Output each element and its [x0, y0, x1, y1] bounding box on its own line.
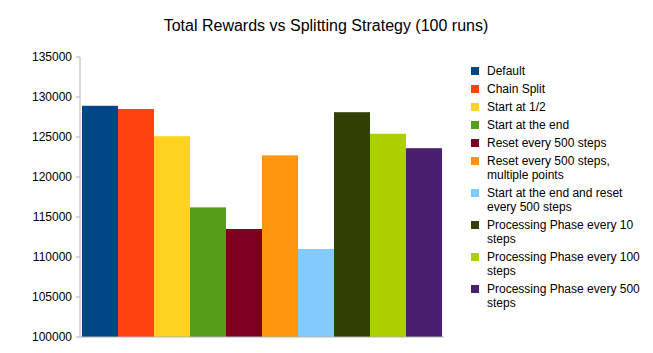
legend-swatch — [471, 103, 479, 111]
y-tick — [76, 297, 80, 298]
bar — [298, 249, 334, 337]
y-tick-label: 130000 — [32, 90, 72, 104]
legend-swatch — [471, 85, 479, 93]
y-tick-label: 135000 — [32, 50, 72, 64]
legend-item: Processing Phase every 500 steps — [471, 282, 649, 310]
legend-swatch — [471, 253, 479, 261]
y-tick-label: 120000 — [32, 170, 72, 184]
legend-label: Start at the end — [487, 118, 569, 132]
legend-item: Start at 1/2 — [471, 100, 649, 114]
legend-label: Start at 1/2 — [487, 100, 546, 114]
legend-item: Chain Split — [471, 82, 649, 96]
y-tick-label: 100000 — [32, 330, 72, 344]
legend-item: Start at the end — [471, 118, 649, 132]
bar — [262, 155, 298, 337]
bar — [226, 229, 262, 337]
legend-item: Reset every 500 steps — [471, 136, 649, 150]
y-tick — [76, 97, 80, 98]
bar — [154, 136, 190, 337]
y-tick-label: 110000 — [33, 250, 72, 264]
legend-swatch — [471, 189, 479, 197]
bar — [370, 134, 406, 337]
legend-label: Processing Phase every 10 steps — [487, 218, 633, 246]
y-tick — [76, 217, 80, 218]
legend-item: Processing Phase every 100 steps — [471, 250, 649, 278]
legend-item: Reset every 500 steps, multiple points — [471, 154, 649, 182]
y-tick-label: 115000 — [33, 210, 72, 224]
legend-item: Start at the end and reset every 500 ste… — [471, 186, 649, 214]
y-tick — [76, 337, 80, 338]
legend-label: Reset every 500 steps, multiple points — [487, 154, 610, 182]
y-tick — [76, 137, 80, 138]
bar — [118, 109, 154, 337]
bar — [82, 106, 118, 337]
legend-swatch — [471, 121, 479, 129]
bars — [82, 106, 442, 337]
y-tick-label: 125000 — [32, 130, 72, 144]
legend-swatch — [471, 157, 479, 165]
bar — [190, 207, 226, 337]
legend-label: Chain Split — [487, 82, 545, 96]
legend-label: Default — [487, 64, 525, 78]
legend-item: Processing Phase every 10 steps — [471, 218, 649, 246]
y-axis — [80, 57, 81, 337]
legend-swatch — [471, 67, 479, 75]
legend: Default Chain Split Start at 1/2 Start at t… — [471, 64, 649, 314]
legend-swatch — [471, 139, 479, 147]
legend-item: Default — [471, 64, 649, 78]
legend-label: Start at the end and reset every 500 ste… — [487, 186, 622, 214]
x-axis — [80, 337, 444, 338]
bar — [406, 148, 442, 337]
legend-label: Reset every 500 steps — [487, 136, 606, 150]
legend-swatch — [471, 221, 479, 229]
y-tick-label: 105000 — [32, 290, 72, 304]
legend-label: Processing Phase every 100 steps — [487, 250, 640, 278]
title: Total Rewards vs Splitting Strategy (100… — [164, 17, 489, 34]
legend-label: Processing Phase every 500 steps — [487, 282, 640, 310]
y-tick — [76, 57, 80, 58]
bar — [334, 112, 370, 337]
legend-swatch — [471, 285, 479, 293]
y-tick — [76, 257, 80, 258]
y-tick — [76, 177, 80, 178]
